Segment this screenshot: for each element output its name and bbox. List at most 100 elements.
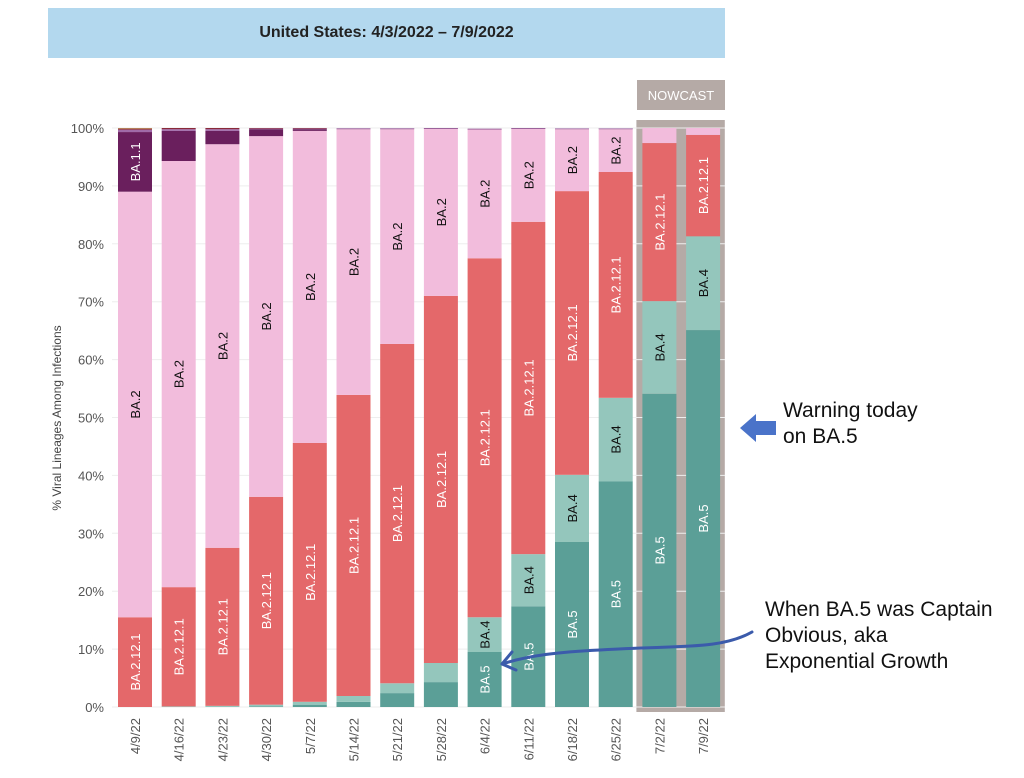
bar-segment [380, 683, 415, 694]
bar-segment [511, 128, 546, 222]
bar-segment [336, 129, 371, 395]
bar-segment [380, 129, 415, 344]
bar-segment [161, 130, 196, 162]
bar-segment [118, 132, 152, 192]
x-tick-label: 4/9/22 [128, 718, 143, 754]
segment-label: BA.2.12.1 [696, 157, 711, 214]
arrowhead-icon [500, 650, 518, 672]
bar-segment [336, 394, 371, 696]
bar-segment [292, 130, 327, 443]
bar-segment [161, 706, 196, 708]
segment-label: BA.4 [521, 566, 536, 594]
bar-segment [118, 617, 152, 707]
bar-segment [598, 128, 633, 130]
warning-line2: on BA.5 [783, 425, 858, 448]
segment-label: BA.2.12.1 [215, 598, 230, 655]
segment-label: BA.2.12.1 [303, 544, 318, 601]
bar-segment [598, 397, 633, 482]
y-tick-label: 90% [78, 179, 104, 194]
bar-segment [555, 129, 589, 192]
segment-label: BA.2 [434, 198, 449, 226]
bar-segment [249, 129, 284, 137]
segment-label: BA.2 [521, 161, 536, 189]
segment-label: BA.2.12.1 [652, 194, 667, 251]
bar-segment [249, 496, 284, 705]
x-tick-label: 5/21/22 [390, 718, 405, 761]
bar-segment [598, 129, 633, 173]
segment-label: BA.2 [347, 248, 362, 276]
bar-segment [249, 128, 284, 129]
y-tick-label: 0% [85, 700, 104, 715]
bar-segment [423, 662, 458, 683]
bar-segment [205, 144, 240, 548]
segment-label: BA.2 [478, 180, 493, 208]
y-tick-label: 20% [78, 584, 104, 599]
segment-label: BA.2.12.1 [259, 572, 274, 629]
bar-segment [161, 587, 196, 707]
bar-segment [511, 554, 546, 607]
bar-segment [161, 161, 196, 588]
curved-arrow-icon [500, 630, 754, 666]
segment-label: BA.4 [565, 494, 580, 522]
segment-label: BA.2 [215, 332, 230, 360]
bar-segment [467, 617, 502, 652]
bar-segment [467, 129, 502, 259]
bar-segment [598, 481, 633, 707]
bar-segment [642, 393, 677, 707]
bar-segment [467, 128, 502, 130]
x-tick-label: 6/4/22 [478, 718, 493, 754]
bar-segment [249, 128, 284, 130]
y-tick-label: 80% [78, 237, 104, 252]
bar-segment [467, 258, 502, 618]
segment-label: BA.1.1 [128, 142, 143, 181]
x-tick-label: 7/2/22 [652, 718, 667, 754]
segment-label: BA.4 [609, 425, 624, 453]
bar-segment [205, 128, 240, 130]
bar-segment [292, 128, 327, 130]
x-tick-label: 6/25/22 [609, 718, 624, 761]
warning-line1: Warning today [783, 399, 918, 422]
segment-label: BA.2 [303, 273, 318, 301]
segment-label: BA.2.12.1 [128, 634, 143, 691]
bar-segment [555, 541, 589, 707]
y-axis-label: % Viral Lineages Among Infections [50, 325, 64, 510]
bar-segment [380, 128, 415, 129]
x-tick-label: 6/18/22 [565, 718, 580, 761]
captain-line3: Exponential Growth [765, 650, 949, 673]
bar-segment [423, 295, 458, 663]
y-tick-label: 60% [78, 353, 104, 368]
x-tick-label: 5/7/22 [303, 718, 318, 754]
segment-label: BA.2 [565, 146, 580, 174]
bar-segment [118, 128, 152, 130]
bar-segment [467, 651, 502, 707]
y-tick-label: 50% [78, 411, 104, 426]
bar-segment [292, 701, 327, 705]
bar-segment [642, 128, 677, 144]
segment-label: BA.2 [172, 360, 187, 388]
bar-segment [555, 474, 589, 542]
nowcast-label: NOWCAST [637, 80, 725, 110]
bar-segment [205, 705, 240, 707]
bar-segment [292, 704, 327, 707]
x-tick-label: 7/9/22 [696, 718, 711, 754]
bar-segment [555, 128, 589, 130]
warning-arrow-icon [740, 414, 776, 442]
segment-label: BA.5 [565, 610, 580, 638]
bar-segment [642, 301, 677, 394]
segment-label: BA.5 [478, 665, 493, 693]
segment-label: BA.2 [259, 302, 274, 330]
bar-segment [380, 693, 415, 707]
x-tick-label: 4/16/22 [172, 718, 187, 761]
bar-segment [118, 191, 152, 618]
segment-label: BA.2.12.1 [347, 517, 362, 574]
bar-segment [118, 128, 152, 129]
captain-obvious-annotation: When BA.5 was Captain Obvious, aka Expon… [765, 597, 993, 675]
y-tick-label: 70% [78, 295, 104, 310]
segment-label: BA.2.12.1 [521, 359, 536, 416]
captain-line1: When BA.5 was Captain [765, 598, 993, 621]
y-tick-label: 10% [78, 642, 104, 657]
bar-segment [336, 128, 371, 129]
segment-label: BA.2 [609, 136, 624, 164]
segment-label: BA.4 [652, 333, 667, 361]
